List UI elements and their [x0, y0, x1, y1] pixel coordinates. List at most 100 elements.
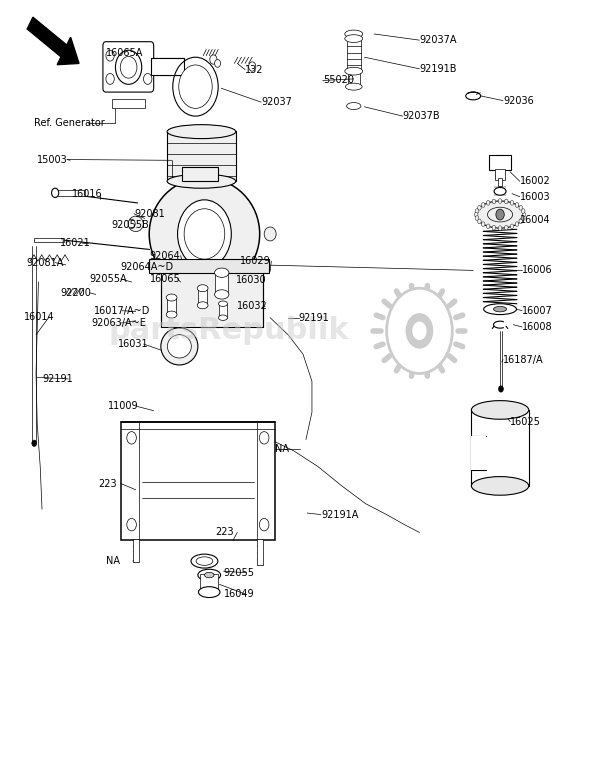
- Text: 92055: 92055: [224, 568, 254, 578]
- Text: NA: NA: [275, 444, 289, 454]
- Bar: [149, 259, 269, 273]
- Bar: [34, 238, 64, 243]
- Ellipse shape: [128, 219, 135, 229]
- Bar: [348, 71, 360, 86]
- Text: 132: 132: [245, 65, 263, 75]
- Text: 16002: 16002: [520, 177, 551, 186]
- Ellipse shape: [264, 227, 276, 241]
- Text: 16007: 16007: [522, 306, 553, 316]
- Text: 223: 223: [98, 478, 117, 489]
- Bar: [497, 178, 502, 186]
- Ellipse shape: [494, 187, 506, 195]
- Text: 16004: 16004: [520, 215, 550, 225]
- Circle shape: [248, 62, 256, 71]
- Bar: [121, 422, 275, 540]
- Circle shape: [487, 201, 490, 205]
- Circle shape: [386, 288, 452, 373]
- Ellipse shape: [472, 401, 529, 419]
- Text: 92191: 92191: [42, 374, 73, 384]
- Circle shape: [215, 60, 221, 67]
- Circle shape: [521, 209, 525, 213]
- Text: 16017/A~D: 16017/A~D: [94, 306, 151, 316]
- Circle shape: [412, 321, 427, 340]
- Text: 16065: 16065: [149, 274, 180, 284]
- Text: 92055A: 92055A: [90, 274, 127, 284]
- Bar: [161, 272, 263, 327]
- Text: 92036: 92036: [503, 96, 534, 106]
- Text: 16014: 16014: [24, 312, 55, 322]
- Text: 16029: 16029: [240, 256, 271, 266]
- Bar: [200, 573, 218, 592]
- Circle shape: [519, 205, 523, 210]
- Ellipse shape: [166, 311, 177, 318]
- Text: 16021: 16021: [60, 238, 91, 248]
- Circle shape: [496, 209, 504, 220]
- Text: partsRepublik: partsRepublik: [108, 317, 349, 345]
- Ellipse shape: [128, 216, 143, 232]
- Circle shape: [475, 212, 478, 217]
- Ellipse shape: [167, 124, 236, 138]
- Circle shape: [492, 199, 496, 204]
- Circle shape: [498, 226, 502, 230]
- Circle shape: [522, 212, 526, 217]
- Bar: [220, 303, 227, 317]
- Text: 55020: 55020: [323, 75, 353, 86]
- Circle shape: [487, 224, 490, 229]
- Ellipse shape: [197, 302, 208, 309]
- Circle shape: [481, 202, 485, 207]
- Text: 92191A: 92191A: [321, 510, 358, 520]
- Text: 16065A: 16065A: [106, 48, 143, 58]
- Ellipse shape: [493, 307, 506, 312]
- Bar: [490, 155, 511, 170]
- Circle shape: [481, 222, 485, 226]
- Ellipse shape: [215, 289, 229, 299]
- Text: 92191: 92191: [299, 313, 329, 323]
- Text: 16031: 16031: [118, 339, 148, 349]
- Bar: [347, 40, 361, 71]
- Ellipse shape: [199, 587, 220, 598]
- Ellipse shape: [347, 103, 361, 110]
- Ellipse shape: [205, 573, 214, 578]
- Text: 92037: 92037: [261, 97, 292, 107]
- Text: 15003: 15003: [37, 155, 68, 164]
- FancyArrow shape: [27, 17, 79, 65]
- Text: 223: 223: [215, 527, 234, 538]
- Bar: [215, 272, 229, 294]
- Circle shape: [521, 216, 525, 220]
- Text: 92037B: 92037B: [403, 111, 440, 121]
- Ellipse shape: [167, 335, 191, 358]
- Ellipse shape: [345, 35, 363, 43]
- Bar: [167, 297, 176, 314]
- Circle shape: [210, 55, 217, 64]
- Bar: [151, 58, 184, 75]
- Circle shape: [505, 226, 508, 230]
- Bar: [55, 190, 85, 196]
- Bar: [472, 436, 487, 471]
- Text: 16187/A: 16187/A: [503, 355, 544, 365]
- Bar: [495, 169, 505, 180]
- FancyBboxPatch shape: [103, 42, 154, 92]
- Circle shape: [179, 65, 212, 108]
- Text: 16016: 16016: [72, 188, 103, 198]
- Text: 92063/A~E: 92063/A~E: [91, 318, 146, 328]
- Ellipse shape: [345, 67, 363, 75]
- Bar: [257, 538, 263, 565]
- Ellipse shape: [166, 294, 177, 301]
- Circle shape: [492, 226, 496, 230]
- Circle shape: [510, 224, 514, 229]
- Circle shape: [475, 216, 479, 220]
- Ellipse shape: [484, 303, 517, 314]
- Text: 92081A: 92081A: [26, 258, 64, 268]
- Ellipse shape: [191, 554, 218, 568]
- Circle shape: [406, 314, 433, 348]
- Circle shape: [475, 209, 479, 213]
- Ellipse shape: [215, 268, 229, 278]
- Text: 16008: 16008: [522, 322, 553, 332]
- Bar: [112, 99, 145, 108]
- Text: 16030: 16030: [235, 275, 266, 285]
- Bar: [199, 288, 208, 305]
- Circle shape: [519, 219, 523, 224]
- Ellipse shape: [476, 201, 524, 228]
- Circle shape: [515, 222, 519, 226]
- Ellipse shape: [218, 315, 227, 321]
